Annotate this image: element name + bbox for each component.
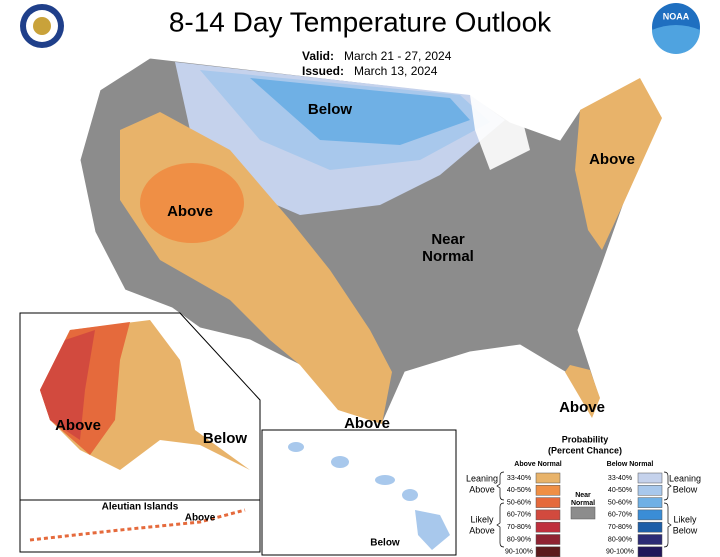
legend-label: 60-70% <box>507 512 531 519</box>
legend-swatch <box>535 521 561 533</box>
legend-group: Leaning <box>669 473 701 483</box>
legend-label: 90-100% <box>606 549 634 556</box>
legend-group: Below <box>673 484 698 494</box>
legend-group: Below <box>673 525 698 535</box>
legend-label: 70-80% <box>507 524 531 531</box>
map-label: Above <box>167 203 213 220</box>
legend-swatch <box>535 472 561 484</box>
legend-label: 90-100% <box>505 549 533 556</box>
legend-group: Above <box>469 484 495 494</box>
legend-label: 80-90% <box>608 536 632 543</box>
legend-swatch <box>535 534 561 545</box>
commerce-seal <box>20 4 64 48</box>
legend-label: 60-70% <box>608 512 632 519</box>
legend-swatch <box>570 506 596 520</box>
legend-group: Leaning <box>466 473 498 483</box>
noaa-logo: NOAA <box>652 3 700 54</box>
legend-header: Below Normal <box>607 461 654 468</box>
legend-swatch <box>637 546 663 557</box>
map-label: Above <box>559 399 605 416</box>
issued-date: March 13, 2024 <box>354 64 438 78</box>
legend-title: Probability <box>562 434 609 444</box>
conus <box>79 57 663 425</box>
map-label: Below <box>203 430 248 447</box>
map-label: Above <box>185 513 216 524</box>
legend-swatch <box>535 497 561 508</box>
legend-group: Likely <box>673 514 697 524</box>
title: 8-14 Day Temperature Outlook <box>169 6 552 37</box>
legend-swatch <box>637 485 663 496</box>
legend-label: 33-40% <box>608 475 632 482</box>
legend-label: 50-60% <box>608 499 632 506</box>
aleutian-inset <box>19 499 261 553</box>
legend: Probability (Percent Chance) Above Norma… <box>466 434 701 557</box>
legend-label: 80-90% <box>507 536 531 543</box>
legend-label: 50-60% <box>507 499 531 506</box>
map-label: Below <box>370 538 400 549</box>
logo-text: NOAA <box>663 11 690 21</box>
map-label: Below <box>308 101 353 118</box>
valid-date: March 21 - 27, 2024 <box>344 49 452 63</box>
legend-swatch <box>637 497 663 508</box>
hawaii-inset <box>261 429 457 556</box>
legend-swatch <box>535 485 561 496</box>
legend-label: 40-50% <box>608 487 632 494</box>
legend-swatch <box>535 509 561 521</box>
legend-near: Normal <box>571 500 595 507</box>
issued-label: Issued: <box>302 64 344 78</box>
legend-header: Above Normal <box>514 461 562 468</box>
legend-label: 33-40% <box>507 475 531 482</box>
legend-swatch <box>637 534 663 545</box>
legend-group: Above <box>469 525 495 535</box>
legend-label: 40-50% <box>507 487 531 494</box>
inset-title: Aleutian Islands <box>102 502 179 513</box>
map-label: Normal <box>422 248 474 265</box>
legend-near: Near <box>575 492 591 499</box>
legend-swatch <box>535 546 561 557</box>
map-label: Above <box>344 415 390 432</box>
legend-group: Likely <box>470 514 494 524</box>
map-label: Near <box>431 231 465 248</box>
alaska-inset <box>19 312 261 501</box>
map-label: Above <box>55 417 101 434</box>
map-label: Above <box>589 151 635 168</box>
legend-subtitle: (Percent Chance) <box>548 445 622 455</box>
legend-swatch <box>637 521 663 533</box>
legend-swatch <box>637 509 663 521</box>
valid-label: Valid: <box>302 49 334 63</box>
legend-swatch <box>637 472 663 484</box>
legend-label: 70-80% <box>608 524 632 531</box>
